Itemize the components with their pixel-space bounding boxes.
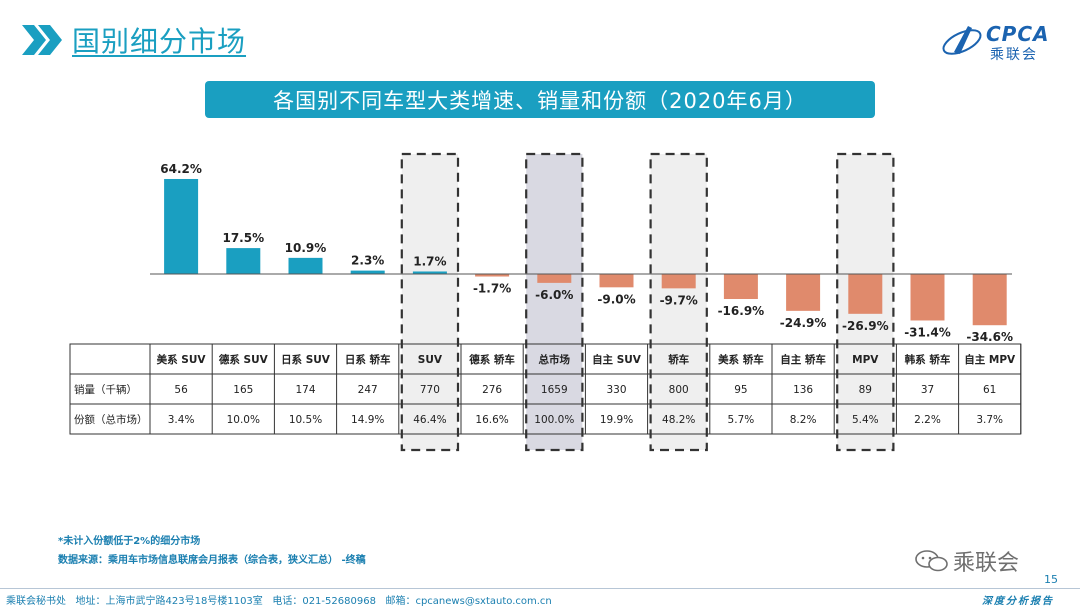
category-label-3: 日系 轿车	[345, 353, 391, 366]
data-label-2: 10.9%	[285, 241, 327, 255]
page-number: 15	[1044, 573, 1058, 586]
table-cell: 3.4%	[168, 414, 195, 426]
data-label-0: 64.2%	[160, 162, 202, 176]
category-label-11: MPV	[852, 354, 879, 366]
bar-7	[599, 274, 634, 288]
footnote: *未计入份额低于2%的细分市场	[58, 536, 201, 547]
data-label-6: -6.0%	[535, 288, 573, 302]
row-label-0: 销量（千辆）	[74, 383, 137, 396]
category-label-12: 韩系 轿车	[905, 353, 951, 366]
table-cell: 89	[859, 384, 872, 396]
category-label-2: 日系 SUV	[281, 353, 331, 366]
table-cell: 2.2%	[914, 414, 941, 426]
table-cell: 61	[983, 384, 996, 396]
category-label-0: 美系 SUV	[157, 353, 207, 366]
highlight-box	[525, 152, 584, 452]
row-label-1: 份额（总市场）	[74, 413, 148, 426]
table-cell: 10.5%	[289, 414, 322, 426]
table-cell: 174	[295, 384, 315, 396]
category-label-4: SUV	[418, 354, 443, 366]
data-source-note: 数据来源：乘用车市场信息联席会月报表（综合表，狭义汇总） -终稿	[58, 555, 366, 566]
data-label-3: 2.3%	[351, 254, 384, 268]
data-label-5: -1.7%	[473, 282, 511, 296]
wechat-icon	[915, 550, 948, 572]
category-label-1: 德系 SUV	[218, 353, 269, 366]
footer-contact: 乘联会秘书处 地址：上海市武宁路423号18号楼1103室 电话：021-526…	[6, 596, 552, 607]
logo-text: CPCA	[986, 22, 1050, 46]
bar-12	[910, 274, 945, 321]
bar-9	[723, 274, 758, 300]
table-cell: 247	[358, 384, 378, 396]
highlight-box	[649, 152, 708, 452]
category-label-7: 自主 SUV	[592, 353, 642, 366]
header: 国别细分市场	[20, 20, 246, 60]
table-cell: 100.0%	[534, 414, 574, 426]
data-label-11: -26.9%	[842, 319, 889, 333]
data-label-8: -9.7%	[660, 293, 698, 307]
table-cell: 37	[921, 384, 934, 396]
category-label-10: 自主 轿车	[780, 353, 826, 366]
category-label-13: 自主 MPV	[964, 353, 1016, 366]
highlight-box	[400, 152, 460, 452]
data-label-1: 17.5%	[222, 231, 264, 245]
category-label-6: 总市场	[539, 353, 571, 366]
bar-4	[412, 271, 447, 274]
table-cell: 16.6%	[475, 414, 508, 426]
category-label-9: 美系 轿车	[718, 353, 764, 366]
table-cell: 19.9%	[600, 414, 633, 426]
bar-1	[226, 248, 261, 274]
bar-6	[537, 274, 572, 283]
wechat-mark: 乘联会	[915, 545, 1019, 577]
cpca-logo: CPCA 乘联会	[940, 20, 1058, 64]
table-cell: 8.2%	[790, 414, 817, 426]
logo-emblem-icon	[942, 26, 982, 55]
bar-13	[972, 274, 1007, 326]
category-label-5: 德系 轿车	[468, 353, 515, 366]
data-label-9: -16.9%	[718, 304, 765, 318]
data-label-7: -9.0%	[597, 292, 635, 306]
data-label-10: -24.9%	[780, 316, 827, 330]
bar-0	[164, 178, 199, 274]
logo-subtext: 乘联会	[990, 47, 1038, 63]
bar-10	[786, 274, 821, 311]
bar-2	[288, 257, 323, 274]
table-cell: 276	[482, 384, 502, 396]
table-cell: 5.4%	[852, 414, 879, 426]
category-label-8: 轿车	[668, 353, 689, 366]
table-cell: 46.4%	[413, 414, 446, 426]
table-cell: 3.7%	[976, 414, 1003, 426]
double-chevron-icon	[20, 23, 64, 57]
table-cell: 48.2%	[662, 414, 695, 426]
table-cell: 14.9%	[351, 414, 384, 426]
table-cell: 136	[793, 384, 813, 396]
table-cell: 800	[669, 384, 689, 396]
data-label-12: -31.4%	[904, 325, 951, 339]
footer-report-label: 深度分析报告	[982, 596, 1054, 607]
bar-11	[848, 274, 883, 314]
wechat-label: 乘联会	[953, 551, 1020, 576]
table-cell: 5.7%	[728, 414, 755, 426]
bar-5	[475, 274, 510, 277]
page-title: 国别细分市场	[72, 25, 247, 58]
chart-banner-title: 各国别不同车型大类增速、销量和份额（2020年6月）	[205, 81, 875, 118]
footer-bar	[0, 588, 1080, 609]
table-cell: 330	[606, 384, 626, 396]
data-label-4: 1.7%	[413, 254, 446, 268]
table-cell: 165	[233, 384, 253, 396]
table-cell: 770	[420, 384, 440, 396]
data-label-13: -34.6%	[966, 330, 1013, 344]
table-cell: 95	[734, 384, 747, 396]
table-cell: 10.0%	[227, 414, 260, 426]
bar-3	[350, 270, 385, 274]
bar-8	[661, 274, 696, 289]
table-cell: 56	[174, 384, 188, 396]
table-cell: 1659	[541, 384, 568, 396]
